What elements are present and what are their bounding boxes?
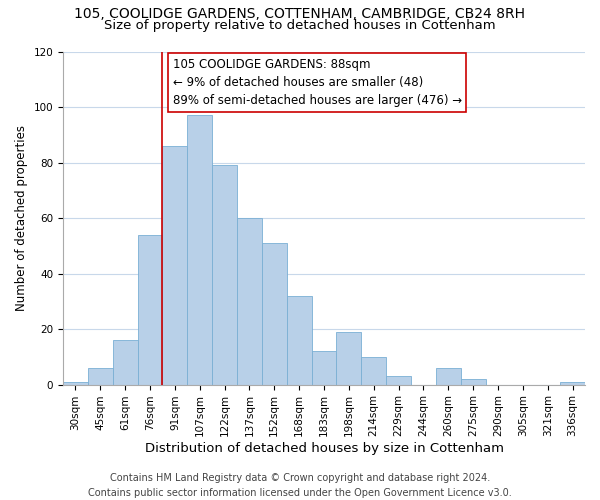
Text: Size of property relative to detached houses in Cottenham: Size of property relative to detached ho… (104, 18, 496, 32)
Bar (237, 218, 262, 384)
Bar (361, 357, 386, 384)
Bar (113, 340, 137, 384)
Bar (337, 332, 361, 384)
Bar (63, 382, 88, 384)
Bar (137, 234, 163, 384)
Bar (88, 368, 113, 384)
Bar (187, 116, 212, 384)
Y-axis label: Number of detached properties: Number of detached properties (15, 125, 28, 311)
X-axis label: Distribution of detached houses by size in Cottenham: Distribution of detached houses by size … (145, 442, 503, 455)
Text: 105, COOLIDGE GARDENS, COTTENHAM, CAMBRIDGE, CB24 8RH: 105, COOLIDGE GARDENS, COTTENHAM, CAMBRI… (74, 8, 526, 22)
Bar (262, 243, 287, 384)
Text: Contains HM Land Registry data © Crown copyright and database right 2024.
Contai: Contains HM Land Registry data © Crown c… (88, 472, 512, 498)
Bar (461, 379, 485, 384)
Bar (212, 166, 237, 384)
Bar (560, 382, 585, 384)
Bar (311, 352, 337, 384)
Bar (163, 146, 187, 384)
Bar (386, 376, 411, 384)
Bar (436, 368, 461, 384)
Bar (287, 296, 311, 384)
Text: 105 COOLIDGE GARDENS: 88sqm
← 9% of detached houses are smaller (48)
89% of semi: 105 COOLIDGE GARDENS: 88sqm ← 9% of deta… (173, 58, 462, 107)
